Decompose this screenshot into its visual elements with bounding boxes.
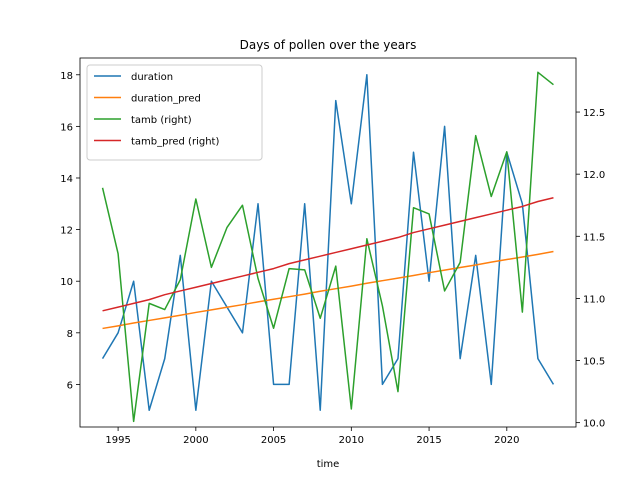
legend-label: tamb (right)	[131, 115, 192, 126]
x-tick-label: 2005	[261, 435, 286, 446]
x-tick-label: 2015	[416, 435, 441, 446]
x-axis: 1995 2000 2005 2010 2015 2020	[105, 427, 520, 446]
y-tick-label: 10	[60, 277, 73, 288]
x-tick-label: 2010	[339, 435, 364, 446]
right-y-tick-label: 11.5	[583, 232, 605, 243]
y-tick-label: 18	[60, 71, 73, 82]
right-y-tick-label: 10.0	[583, 419, 605, 430]
left-y-axis: 6 8 10 12 14 16 18	[60, 71, 80, 391]
legend-label: duration	[131, 72, 173, 83]
y-tick-label: 14	[60, 174, 73, 185]
x-tick-label: 2000	[183, 435, 208, 446]
x-tick-label: 2020	[494, 435, 519, 446]
legend-label: tamb_pred (right)	[131, 137, 219, 148]
y-tick-label: 12	[60, 226, 73, 237]
x-axis-label: time	[317, 459, 340, 470]
right-y-tick-label: 12.0	[583, 170, 605, 181]
x-tick-label: 1995	[105, 435, 130, 446]
series-line-3	[102, 197, 554, 312]
legend-label: duration_pred	[131, 94, 201, 105]
plot-frame	[79, 57, 577, 428]
y-tick-label: 16	[60, 122, 73, 133]
y-tick-label: 8	[67, 329, 73, 340]
y-tick-label: 6	[67, 380, 73, 391]
plot-series	[101, 71, 555, 423]
series-line-2	[101, 71, 554, 423]
right-y-tick-label: 11.0	[583, 294, 605, 305]
legend-box	[86, 64, 263, 161]
right-y-axis: 10.0 10.5 11.0 11.5 12.0 12.5	[576, 108, 605, 430]
series-line-0	[101, 74, 555, 411]
right-y-tick-label: 10.5	[583, 357, 605, 368]
right-y-tick-label: 12.5	[583, 108, 605, 119]
chart-title: Days of pollen over the years	[240, 38, 417, 52]
